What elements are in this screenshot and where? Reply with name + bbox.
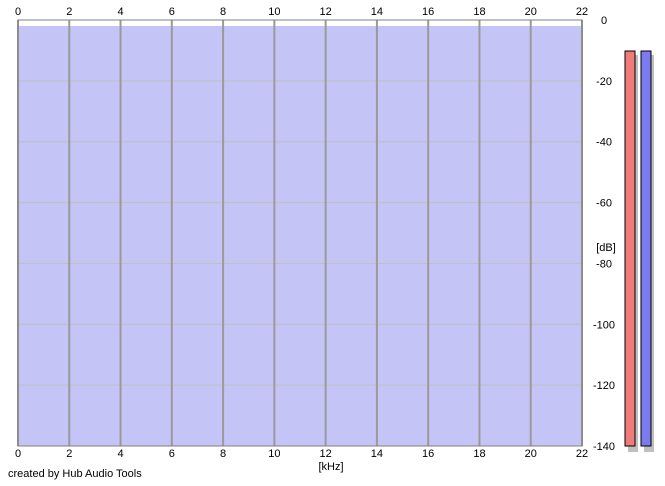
y-tick-label: -80 [596,258,612,270]
level-meters [624,50,654,452]
level-meter [640,50,652,447]
x-tick-label-top: 18 [473,6,485,18]
x-tick-label-top: 16 [422,6,434,18]
x-tick-label-top: 10 [268,6,280,18]
y-tick-label: -20 [596,76,612,88]
x-ticks-top: 0 2 4 6 8 10 12 14 16 18 20 22 [15,6,588,18]
level-meter [624,50,636,447]
x-tick-label-top: 2 [66,6,72,18]
x-tick-label-bottom: 14 [371,448,383,460]
credit-text: created by Hub Audio Tools [8,468,142,480]
x-tick-label-top: 14 [371,6,383,18]
spectrum-fill [18,26,582,446]
x-tick-label-bottom: 20 [525,448,537,460]
x-tick-label-top: 20 [525,6,537,18]
y-ticks: 0 -20 -40 -60 -80 -100 -120 -140 [593,15,615,453]
x-tick-label-bottom: 16 [422,448,434,460]
x-tick-label-bottom: 4 [117,448,123,460]
x-tick-label-bottom: 0 [15,448,21,460]
x-tick-label-top: 8 [220,6,226,18]
y-tick-label: -140 [593,441,615,453]
plot-area [17,19,583,447]
x-tick-label-top: 6 [169,6,175,18]
x-tick-label-top: 4 [117,6,123,18]
y-tick-label: -120 [593,380,615,392]
x-tick-label-bottom: 22 [576,448,588,460]
x-tick-label-bottom: 10 [268,448,280,460]
x-tick-label-bottom: 8 [220,448,226,460]
x-tick-label-bottom: 2 [66,448,72,460]
x-axis-label: [kHz] [318,461,343,473]
x-tick-label-bottom: 18 [473,448,485,460]
x-tick-label-bottom: 6 [169,448,175,460]
x-tick-label-bottom: 12 [320,448,332,460]
y-tick-label: -40 [596,137,612,149]
x-tick-label-top: 12 [320,6,332,18]
y-tick-label: -60 [596,198,612,210]
y-tick-label: 0 [601,15,607,27]
x-tick-label-top: 0 [15,6,21,18]
plot-border [17,19,583,447]
y-tick-label: -100 [593,319,615,331]
x-tick-label-top: 22 [576,6,588,18]
x-ticks-bottom: 0 2 4 6 8 10 12 14 16 18 20 22 [15,448,588,460]
y-axis-label: [dB] [596,242,616,254]
